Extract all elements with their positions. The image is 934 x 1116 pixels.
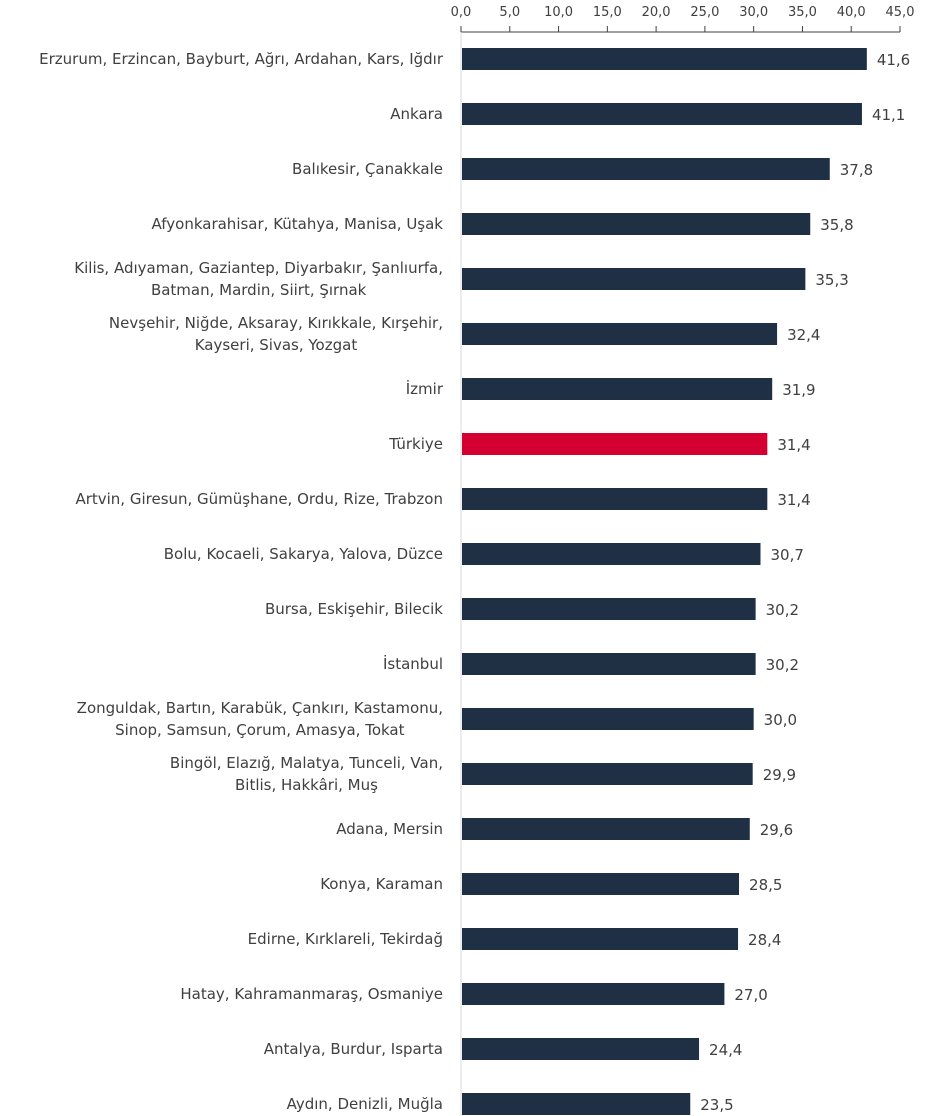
- bar: [462, 543, 761, 565]
- x-tick-label: 30,0: [739, 5, 768, 20]
- data-label: 32,4: [787, 326, 820, 344]
- category-label: Afyonkarahisar, Kütahya, Manisa, Uşak: [152, 213, 443, 235]
- x-tick-label: 10,0: [544, 5, 573, 20]
- category-label-line: Bolu, Kocaeli, Sakarya, Yalova, Düzce: [163, 545, 443, 563]
- bar: [462, 378, 773, 400]
- bar: [462, 1093, 691, 1115]
- x-tick-label: 0,0: [451, 5, 472, 20]
- category-label-line: Afyonkarahisar, Kütahya, Manisa, Uşak: [151, 215, 443, 233]
- category-label: İzmir: [406, 378, 443, 400]
- category-label-line: Aydın, Denizli, Muğla: [286, 1095, 443, 1113]
- data-label: 28,4: [748, 931, 781, 949]
- bar: [462, 928, 739, 950]
- bar: [462, 983, 725, 1005]
- category-label-line: Bitlis, Hakkâri, Muş: [234, 776, 378, 794]
- category-label-line: İstanbul: [382, 655, 443, 673]
- data-label: 31,4: [777, 491, 810, 509]
- category-label: İstanbul: [383, 653, 443, 675]
- category-label-line: Adana, Mersin: [336, 820, 443, 838]
- category-label: Hatay, Kahramanmaraş, Osmaniye: [180, 983, 443, 1005]
- bar: [462, 653, 756, 675]
- bar: [462, 818, 750, 840]
- bar: [462, 103, 862, 125]
- x-tick-label: 40,0: [837, 5, 866, 20]
- data-label: 30,2: [766, 601, 799, 619]
- category-label-line: Türkiye: [389, 435, 443, 453]
- category-label: Bursa, Eskişehir, Bilecik: [265, 598, 443, 620]
- category-label-line: Zonguldak, Bartın, Karabük, Çankırı, Kas…: [76, 699, 443, 717]
- bar: [462, 598, 756, 620]
- bar: [462, 488, 768, 510]
- bar: [462, 1038, 700, 1060]
- category-label-line: Hatay, Kahramanmaraş, Osmaniye: [180, 985, 443, 1003]
- category-label-line: Kayseri, Sivas, Yozgat: [194, 336, 358, 354]
- bar: [462, 763, 753, 785]
- bar: [462, 48, 867, 70]
- category-label-line: Balıkesir, Çanakkale: [292, 160, 443, 178]
- data-label: 35,3: [815, 271, 848, 289]
- data-label: 30,7: [770, 546, 803, 564]
- data-label: 27,0: [734, 986, 767, 1004]
- data-label: 28,5: [749, 876, 782, 894]
- category-label: Adana, Mersin: [336, 818, 443, 840]
- category-label: Aydın, Denizli, Muğla: [287, 1093, 443, 1115]
- category-label: Bingöl, Elazığ, Malatya, Tunceli, Van, Bi…: [170, 752, 443, 796]
- category-label: Artvin, Giresun, Gümüşhane, Ordu, Rize, …: [75, 488, 443, 510]
- category-label-line: İzmir: [405, 380, 443, 398]
- category-label: Türkiye: [389, 433, 443, 455]
- category-label: Balıkesir, Çanakkale: [292, 158, 443, 180]
- bar: [462, 213, 811, 235]
- category-label-line: Bingöl, Elazığ, Malatya, Tunceli, Van,: [169, 754, 443, 772]
- category-label-line: Edirne, Kırklareli, Tekirdağ: [247, 930, 443, 948]
- category-label: Bolu, Kocaeli, Sakarya, Yalova, Düzce: [164, 543, 443, 565]
- category-label-line: Batman, Mardin, Siirt, Şırnak: [150, 281, 367, 299]
- category-label: Edirne, Kırklareli, Tekirdağ: [248, 928, 443, 950]
- category-label: Nevşehir, Niğde, Aksaray, Kırıkkale, Kır…: [109, 312, 443, 356]
- category-label: Antalya, Burdur, Isparta: [264, 1038, 443, 1060]
- category-label: Erzurum, Erzincan, Bayburt, Ağrı, Ardaha…: [39, 48, 443, 70]
- category-label: Ankara: [390, 103, 443, 125]
- category-label: Kilis, Adıyaman, Gaziantep, Diyarbakır, …: [74, 257, 443, 301]
- data-label: 29,6: [760, 821, 793, 839]
- category-label-line: Ankara: [390, 105, 443, 123]
- data-label: 30,0: [764, 711, 797, 729]
- data-label: 31,9: [782, 381, 815, 399]
- category-label-line: Nevşehir, Niğde, Aksaray, Kırıkkale, Kır…: [108, 314, 443, 332]
- category-label-line: Konya, Karaman: [320, 875, 443, 893]
- bar: [462, 708, 754, 730]
- category-label: Konya, Karaman: [320, 873, 443, 895]
- bar: [462, 323, 778, 345]
- bar: [462, 268, 806, 290]
- data-label: 41,1: [872, 106, 905, 124]
- data-label: 30,2: [766, 656, 799, 674]
- bar: [462, 433, 768, 455]
- data-label: 37,8: [840, 161, 873, 179]
- data-label: 24,4: [709, 1041, 742, 1059]
- category-label-line: Bursa, Eskişehir, Bilecik: [264, 600, 443, 618]
- data-label: 23,5: [700, 1096, 733, 1114]
- x-tick-label: 35,0: [788, 5, 817, 20]
- category-label-line: Erzurum, Erzincan, Bayburt, Ağrı, Ardaha…: [39, 50, 443, 68]
- bar: [462, 158, 830, 180]
- bar: [462, 873, 740, 895]
- data-label: 29,9: [763, 766, 796, 784]
- category-label-line: Kilis, Adıyaman, Gaziantep, Diyarbakır, …: [74, 259, 443, 277]
- data-label: 35,8: [820, 216, 853, 234]
- data-label: 31,4: [777, 436, 810, 454]
- category-label-line: Antalya, Burdur, Isparta: [263, 1040, 443, 1058]
- category-label-line: Sinop, Samsun, Çorum, Amasya, Tokat: [115, 721, 405, 739]
- data-label: 41,6: [877, 51, 910, 69]
- x-tick-label: 5,0: [499, 5, 520, 20]
- category-label-line: Artvin, Giresun, Gümüşhane, Ordu, Rize, …: [75, 490, 443, 508]
- x-tick-label: 45,0: [886, 5, 915, 20]
- x-tick-label: 15,0: [593, 5, 622, 20]
- category-label: Zonguldak, Bartın, Karabük, Çankırı, Kas…: [77, 697, 443, 741]
- x-tick-label: 20,0: [642, 5, 671, 20]
- x-tick-label: 25,0: [690, 5, 719, 20]
